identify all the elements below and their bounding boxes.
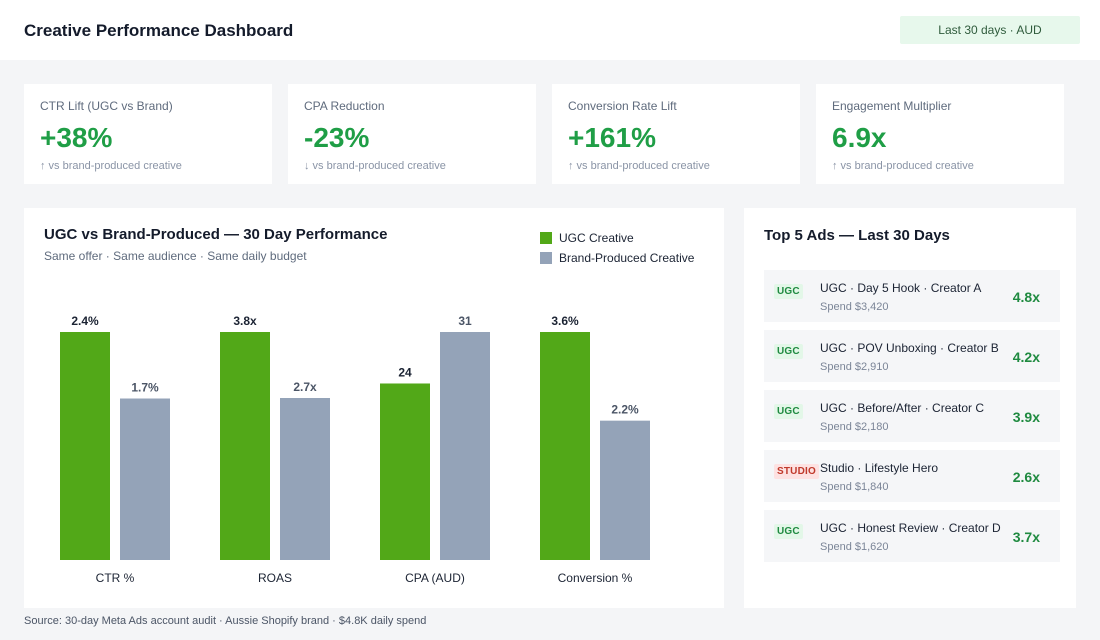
chart-subtitle: Same offer · Same audience · Same daily … <box>44 249 307 263</box>
bar-value-label: 2.4% <box>71 314 99 328</box>
ad-name: Studio · Lifestyle Hero <box>820 461 939 475</box>
top-ads-title: Top 5 Ads — Last 30 Days <box>764 227 950 244</box>
ad-row[interactable]: UGC UGC · Honest Review · Creator D Spen… <box>764 510 1060 562</box>
ad-spend: Spend $1,840 <box>820 481 889 493</box>
ad-roas: 4.8x <box>1012 289 1040 305</box>
bar-chart: 2.4% 1.7% CTR % 3.8x 2.7x ROAS 24 31 CPA (AUD) 3.… <box>60 314 650 585</box>
bar-brand[interactable] <box>600 420 650 560</box>
chart-title: UGC vs Brand-Produced — 30 Day Performan… <box>44 226 388 243</box>
ad-spend: Spend $2,910 <box>820 361 889 373</box>
bar-value-label: 1.7% <box>131 381 159 395</box>
kpi-value: +38% <box>40 122 113 153</box>
bar-brand[interactable] <box>120 398 170 561</box>
kpi-label: CTR Lift (UGC vs Brand) <box>40 99 173 113</box>
top-ads-card: Top 5 Ads — Last 30 Days UGC UGC · Day 5… <box>744 208 1076 608</box>
kpi-label: Engagement Multiplier <box>832 99 952 113</box>
legend-label: UGC Creative <box>559 231 634 245</box>
legend-swatch-ugc <box>540 232 552 244</box>
ad-name: UGC · Day 5 Hook · Creator A <box>820 281 982 295</box>
bar-ugc[interactable] <box>540 332 590 560</box>
legend-item-ugc: UGC Creative <box>540 231 634 245</box>
page-title: Creative Performance Dashboard <box>24 21 294 40</box>
kpi-note: ↑ vs brand-produced creative <box>40 160 182 172</box>
ad-name: UGC · POV Unboxing · Creator B <box>820 341 999 355</box>
x-axis-tick-label: ROAS <box>258 571 292 585</box>
ad-name: UGC · Honest Review · Creator D <box>820 521 1001 535</box>
ad-row[interactable]: UGC UGC · Before/After · Creator C Spend… <box>764 390 1060 442</box>
ad-name: UGC · Before/After · Creator C <box>820 401 985 415</box>
kpi-card-ctr-lift: CTR Lift (UGC vs Brand) +38% ↑ vs brand-… <box>24 84 272 184</box>
x-axis-tick-label: CPA (AUD) <box>405 571 465 585</box>
period-badge[interactable]: Last 30 days · AUD <box>900 16 1080 44</box>
bar-value-label: 3.8x <box>233 314 257 328</box>
x-axis-tick-label: Conversion % <box>558 571 633 585</box>
kpi-value: +161% <box>568 122 656 153</box>
ad-roas: 2.6x <box>1012 469 1040 485</box>
legend-label: Brand-Produced Creative <box>559 251 695 265</box>
x-axis-tick-label: CTR % <box>96 571 135 585</box>
bar-brand[interactable] <box>440 332 490 560</box>
performance-chart-card: 2.4% 1.7% CTR % 3.8x 2.7x ROAS 24 31 CPA (AUD) 3.… <box>24 208 724 608</box>
ad-type-badge: UGC <box>774 524 803 539</box>
legend-swatch-brand <box>540 252 552 264</box>
ad-type-badge: UGC <box>774 404 803 419</box>
kpi-value: 6.9x <box>832 122 887 153</box>
ad-spend: Spend $3,420 <box>820 301 889 313</box>
kpi-card-conversion-lift: Conversion Rate Lift +161% ↑ vs brand-pr… <box>552 84 800 184</box>
bar-value-label: 2.7x <box>293 380 317 394</box>
ad-spend: Spend $1,620 <box>820 541 889 553</box>
ad-type-badge: UGC <box>774 344 803 359</box>
ad-row[interactable]: UGC UGC · POV Unboxing · Creator B Spend… <box>764 330 1060 382</box>
ad-row[interactable]: UGC UGC · Day 5 Hook · Creator A Spend $… <box>764 270 1060 322</box>
ad-roas: 4.2x <box>1012 349 1040 365</box>
kpi-note: ↑ vs brand-produced creative <box>832 160 974 172</box>
bar-brand[interactable] <box>280 398 330 560</box>
ad-type-badge: UGC <box>774 284 803 299</box>
kpi-card-engagement-multiplier: Engagement Multiplier 6.9x ↑ vs brand-pr… <box>816 84 1064 184</box>
kpi-note: ↑ vs brand-produced creative <box>568 160 710 172</box>
bar-value-label: 31 <box>458 314 472 328</box>
kpi-note: ↓ vs brand-produced creative <box>304 160 446 172</box>
bar-ugc[interactable] <box>380 383 430 560</box>
ad-type-badge: STUDIO <box>774 464 819 479</box>
kpi-label: CPA Reduction <box>304 99 385 113</box>
kpi-value: -23% <box>304 122 370 153</box>
bar-value-label: 24 <box>398 365 412 379</box>
ad-roas: 3.7x <box>1012 529 1040 545</box>
ad-spend: Spend $2,180 <box>820 421 889 433</box>
legend-item-brand: Brand-Produced Creative <box>540 251 694 265</box>
bar-ugc[interactable] <box>60 332 110 560</box>
ad-row[interactable]: STUDIO Studio · Lifestyle Hero Spend $1,… <box>764 450 1060 502</box>
source-note: Source: 30-day Meta Ads account audit · … <box>24 615 427 627</box>
kpi-label: Conversion Rate Lift <box>568 99 677 113</box>
bar-value-label: 3.6% <box>551 314 579 328</box>
ad-roas: 3.9x <box>1012 409 1040 425</box>
top-bar: Creative Performance Dashboard Last 30 d… <box>0 0 1100 60</box>
kpi-card-cpa-reduction: CPA Reduction -23% ↓ vs brand-produced c… <box>288 84 536 184</box>
bar-value-label: 2.2% <box>611 403 639 417</box>
bar-ugc[interactable] <box>220 332 270 560</box>
